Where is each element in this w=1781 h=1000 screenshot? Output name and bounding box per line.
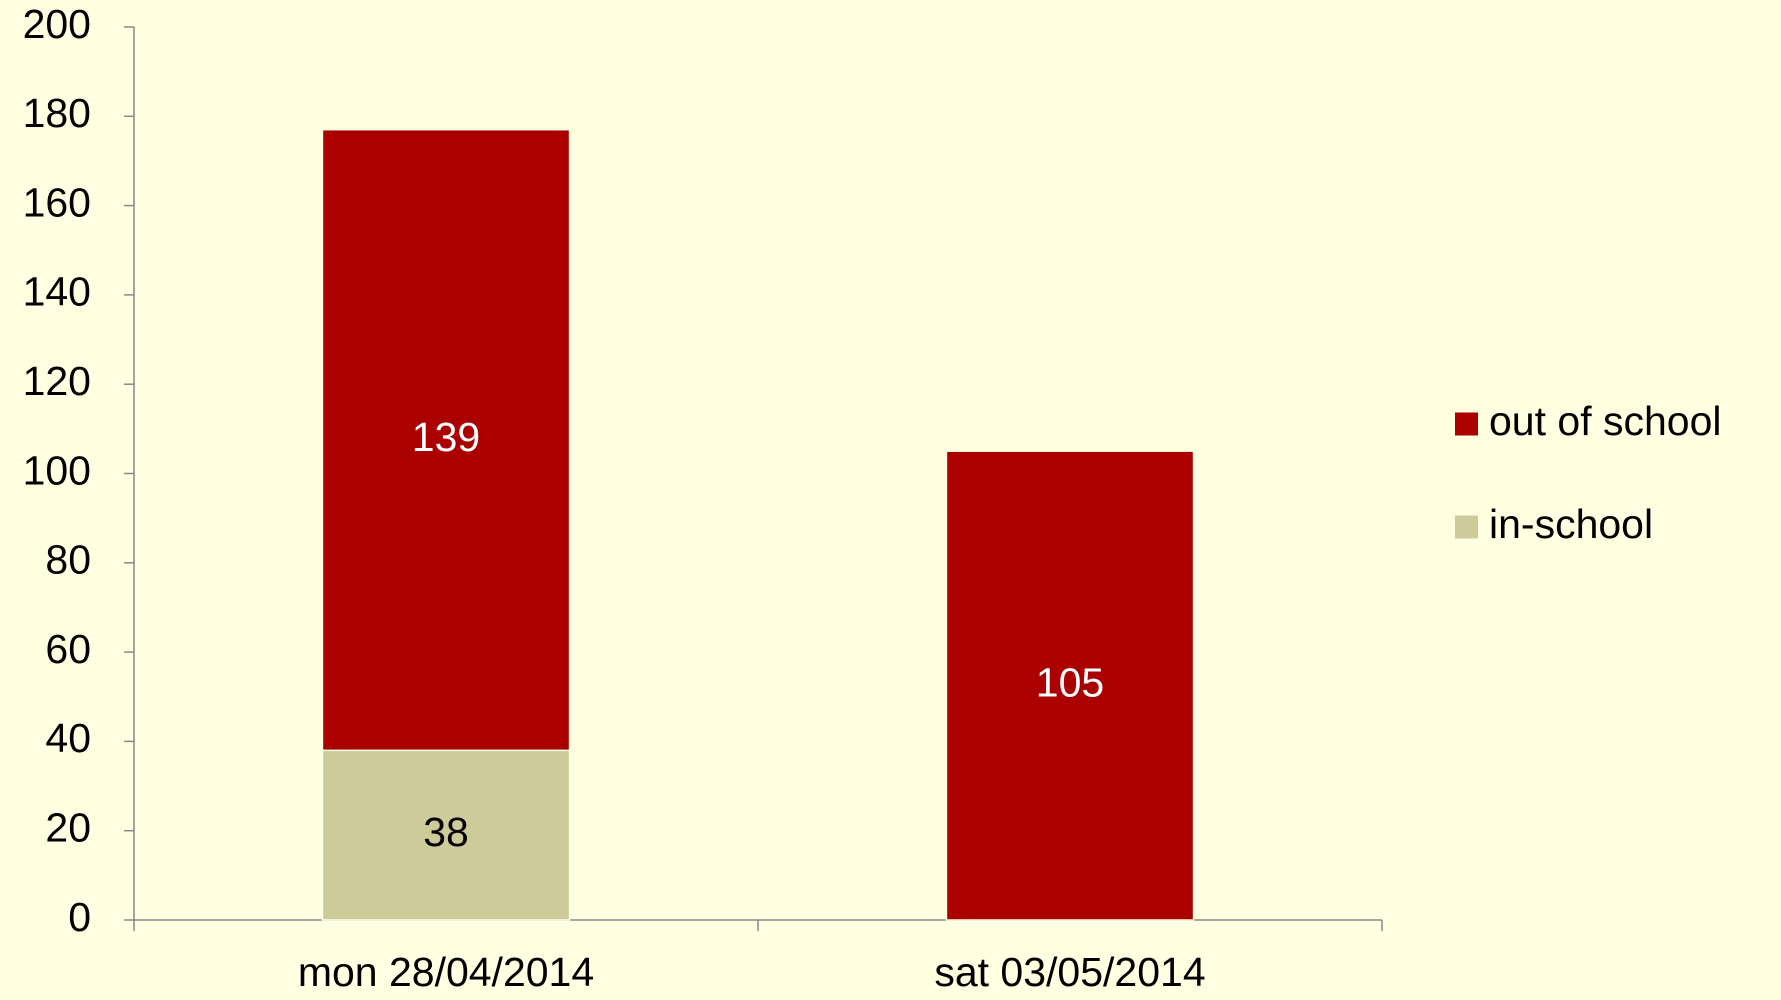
bar-segment [321,128,571,752]
legend-label: in-school [1489,501,1653,547]
y-tick-label: 100 [23,447,91,493]
y-tick-label: 20 [45,805,91,851]
y-tick-label: 40 [45,715,91,761]
y-tick-label: 60 [45,626,91,672]
x-tick-label: sat 03/05/2014 [934,949,1205,995]
y-tick-label: 160 [23,179,91,225]
data-label: 38 [423,809,469,855]
x-tick-label: mon 28/04/2014 [298,949,594,995]
legend-swatch [1455,412,1478,436]
bar-segment [945,450,1195,921]
y-tick-label: 80 [45,537,91,583]
legend-label: out of school [1489,398,1722,444]
y-tick-label: 0 [68,894,91,940]
y-tick-label: 120 [23,358,91,404]
data-label: 105 [1036,659,1104,705]
y-tick-label: 200 [23,1,91,47]
data-label: 139 [412,414,480,460]
y-tick-label: 140 [23,269,91,315]
y-tick-label: 180 [23,90,91,136]
legend-swatch [1455,515,1478,539]
